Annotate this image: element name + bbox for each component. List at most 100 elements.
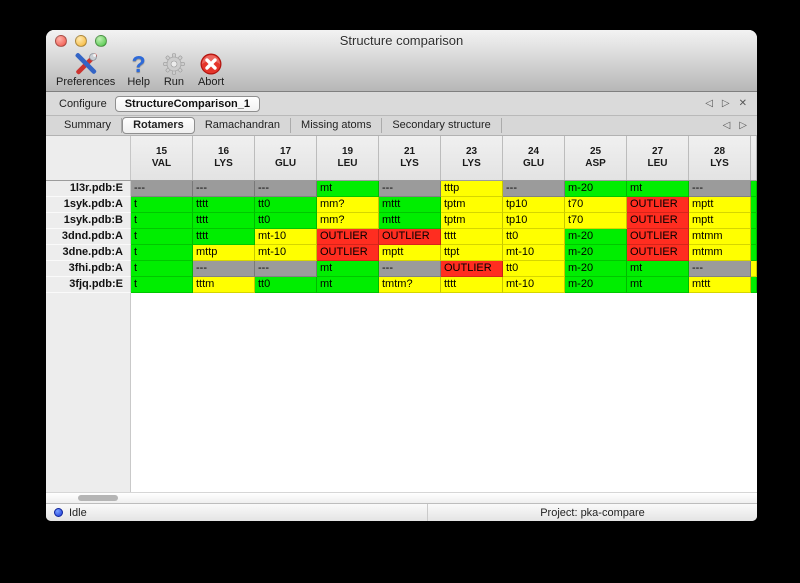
rotamer-cell[interactable]: mttt	[689, 277, 751, 293]
rotamer-cell[interactable]: mt-10	[503, 277, 565, 293]
rotamer-cell[interactable]: mt	[627, 277, 689, 293]
help-button[interactable]: ? Help	[127, 52, 150, 88]
rotamer-cell[interactable]: mm?	[317, 213, 379, 229]
tab-ramachandran[interactable]: Ramachandran	[195, 118, 292, 133]
rotamer-cell[interactable]: tp10	[503, 213, 565, 229]
tab-secondary-structure[interactable]: Secondary structure	[382, 118, 502, 133]
rotamer-cell[interactable]: OUTLIER	[627, 213, 689, 229]
rotamer-cell[interactable]: tt0	[255, 197, 317, 213]
rotamer-cell[interactable]: mt-10	[503, 245, 565, 261]
rotamer-cell[interactable]: OUTLIER	[379, 229, 441, 245]
horizontal-scrollbar[interactable]	[46, 492, 757, 503]
rotamer-cell[interactable]: ---	[193, 261, 255, 277]
rotamer-cell[interactable]: ---	[689, 181, 751, 197]
project-label: Project: pka-compare	[540, 506, 645, 519]
configuration-tab[interactable]: StructureComparison_1	[114, 95, 261, 112]
rotamer-cell[interactable]: tmtm?	[379, 277, 441, 293]
preferences-button[interactable]: Preferences	[56, 52, 115, 88]
rotamer-cell[interactable]: tttp	[441, 181, 503, 197]
rotamer-cell[interactable]: t	[131, 261, 193, 277]
rotamer-cell[interactable]	[751, 277, 757, 293]
rotamer-cell[interactable]	[751, 197, 757, 213]
rotamer-cell[interactable]: OUTLIER	[317, 245, 379, 261]
scrollbar-thumb[interactable]	[78, 495, 118, 501]
rotamer-cell[interactable]: tttt	[441, 229, 503, 245]
rotamer-cell[interactable]: mt	[317, 277, 379, 293]
tab-rotamers[interactable]: Rotamers	[122, 117, 195, 134]
rotamer-cell[interactable]	[751, 245, 757, 261]
rotamer-cell[interactable]: m-20	[565, 229, 627, 245]
rotamer-cell[interactable]: ---	[689, 261, 751, 277]
rotamer-cell[interactable]: mptt	[689, 197, 751, 213]
rotamer-cell[interactable]: tt0	[255, 213, 317, 229]
rotamer-cell[interactable]: t	[131, 213, 193, 229]
rotamer-cell[interactable]: mttt	[379, 197, 441, 213]
rotamer-cell[interactable]: mt	[627, 261, 689, 277]
rotamer-cell[interactable]: OUTLIER	[627, 245, 689, 261]
zoom-window-button[interactable]	[95, 35, 107, 47]
rotamer-cell[interactable]: mt	[317, 261, 379, 277]
rotamer-cell[interactable]	[751, 181, 757, 197]
close-configuration-icon[interactable]: ✕	[738, 98, 747, 109]
rotamer-cell[interactable]: ---	[255, 261, 317, 277]
rotamer-cell[interactable]: t70	[565, 197, 627, 213]
prev-configuration-icon[interactable]: ◁	[705, 98, 713, 109]
rotamer-cell[interactable]: ---	[379, 181, 441, 197]
rotamer-cell[interactable]: mtmm	[689, 229, 751, 245]
rotamer-cell[interactable]: tt0	[503, 229, 565, 245]
next-tab-icon[interactable]: ▷	[739, 120, 747, 131]
rotamer-cell[interactable]: m-20	[565, 261, 627, 277]
rotamer-cell[interactable]: tttt	[193, 229, 255, 245]
next-configuration-icon[interactable]: ▷	[721, 98, 730, 109]
rotamer-cell[interactable]: tt0	[503, 261, 565, 277]
rotamer-cell[interactable]: mt	[627, 181, 689, 197]
rotamer-cell[interactable]	[751, 229, 757, 245]
rotamer-cell[interactable]: tttm	[193, 277, 255, 293]
rotamer-cell[interactable]: mttp	[193, 245, 255, 261]
run-button[interactable]: Run	[162, 52, 186, 88]
rotamer-cell[interactable]: ---	[193, 181, 255, 197]
rotamer-cell[interactable]: mm?	[317, 197, 379, 213]
rotamer-cell[interactable]: ttpt	[441, 245, 503, 261]
rotamer-cell[interactable]	[751, 213, 757, 229]
rotamer-cell[interactable]: tptm	[441, 213, 503, 229]
rotamer-cell[interactable]: mptt	[689, 213, 751, 229]
rotamer-cell[interactable]: t	[131, 245, 193, 261]
rotamer-cell[interactable]: tt0	[255, 277, 317, 293]
rotamer-cell[interactable]: tp10	[503, 197, 565, 213]
rotamer-cell[interactable]: OUTLIER	[317, 229, 379, 245]
rotamer-cell[interactable]: t	[131, 277, 193, 293]
rotamer-cell[interactable]: ---	[503, 181, 565, 197]
rotamer-cell[interactable]: mttt	[379, 213, 441, 229]
rotamer-cell[interactable]: ---	[255, 181, 317, 197]
rotamer-cell[interactable]: t	[131, 197, 193, 213]
rotamer-cell[interactable]: ---	[131, 181, 193, 197]
rotamer-cell[interactable]: mtmm	[689, 245, 751, 261]
rotamer-cell[interactable]	[751, 261, 757, 277]
rotamer-cell[interactable]: mptt	[379, 245, 441, 261]
rotamer-cell[interactable]: mt	[317, 181, 379, 197]
rotamer-cell[interactable]: m-20	[565, 245, 627, 261]
rotamer-cell[interactable]: OUTLIER	[441, 261, 503, 277]
rotamer-cell[interactable]: t70	[565, 213, 627, 229]
rotamer-cell[interactable]: tttt	[193, 197, 255, 213]
rotamer-cell[interactable]: tptm	[441, 197, 503, 213]
titlebar[interactable]: Structure comparison	[46, 30, 757, 51]
rotamer-cell[interactable]: m-20	[565, 181, 627, 197]
rotamer-cell[interactable]: mt-10	[255, 229, 317, 245]
rotamer-cell[interactable]: OUTLIER	[627, 197, 689, 213]
help-icon: ?	[131, 51, 146, 77]
rotamer-cell[interactable]: tttt	[441, 277, 503, 293]
rotamer-cell[interactable]: OUTLIER	[627, 229, 689, 245]
rotamer-cell[interactable]: t	[131, 229, 193, 245]
tab-missing-atoms[interactable]: Missing atoms	[291, 118, 383, 133]
close-window-button[interactable]	[55, 35, 67, 47]
minimize-window-button[interactable]	[75, 35, 87, 47]
rotamer-cell[interactable]: mt-10	[255, 245, 317, 261]
prev-tab-icon[interactable]: ◁	[722, 120, 731, 131]
abort-button[interactable]: Abort	[198, 52, 224, 88]
rotamer-cell[interactable]: tttt	[193, 213, 255, 229]
tab-summary[interactable]: Summary	[54, 118, 123, 133]
rotamer-cell[interactable]: m-20	[565, 277, 627, 293]
rotamer-cell[interactable]: ---	[379, 261, 441, 277]
